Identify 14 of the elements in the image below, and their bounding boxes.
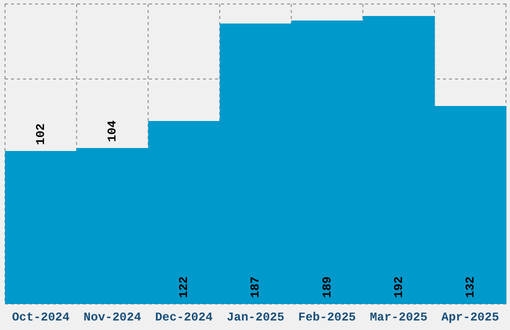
data-label: 189 (320, 276, 334, 298)
data-label: 122 (177, 276, 192, 298)
data-label: 132 (463, 276, 478, 298)
x-tick-label: Jan-2025 (226, 310, 284, 325)
data-label: 104 (106, 120, 120, 142)
data-label: 102 (34, 123, 48, 145)
x-tick-label: Dec-2024 (155, 310, 213, 325)
x-tick-label: Mar-2025 (370, 310, 428, 325)
data-label: 187 (248, 276, 263, 298)
x-tick-label: Feb-2025 (298, 310, 356, 325)
data-label: 192 (392, 276, 406, 298)
x-tick-label: Apr-2025 (441, 310, 500, 325)
x-tick-label: Oct-2024 (12, 310, 70, 325)
x-tick-label: Nov-2024 (84, 310, 142, 325)
